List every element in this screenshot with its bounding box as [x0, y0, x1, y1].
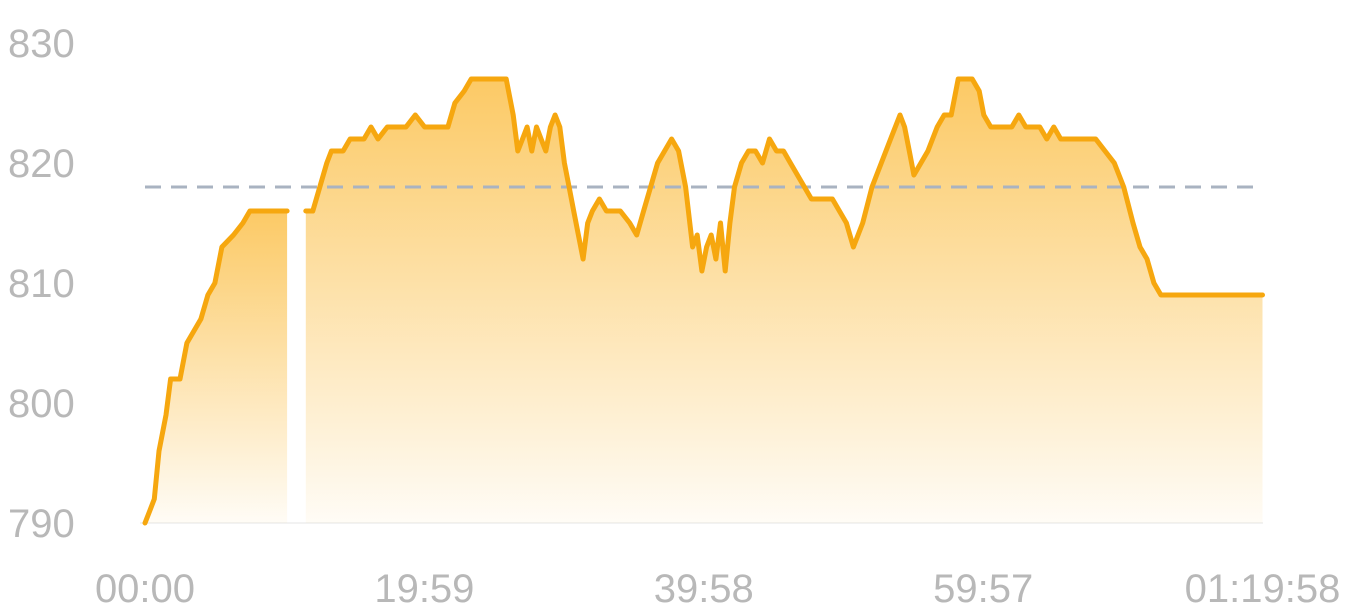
y-tick-label: 790: [8, 502, 75, 546]
y-tick-label: 800: [8, 382, 75, 426]
x-tick-label: 01:19:58: [1185, 567, 1341, 610]
x-tick-label: 39:58: [654, 567, 754, 610]
area-fill: [145, 211, 288, 523]
y-tick-label: 810: [8, 262, 75, 306]
y-tick-label: 830: [8, 22, 75, 66]
x-tick-label: 00:00: [95, 567, 195, 610]
y-tick-label: 820: [8, 142, 75, 186]
x-axis-tick-labels: 00:00 19:59 39:58 59:57 01:19:58: [95, 567, 1340, 610]
series-line: [142, 208, 290, 526]
series-line: [303, 76, 1265, 298]
series-lines: [142, 76, 1265, 526]
area-fill: [305, 79, 1263, 523]
y-axis-tick-labels: 830 820 810 800 790: [8, 22, 75, 546]
x-tick-label: 19:59: [374, 567, 474, 610]
x-tick-label: 59:57: [933, 567, 1033, 610]
area-fills: [145, 79, 1263, 523]
